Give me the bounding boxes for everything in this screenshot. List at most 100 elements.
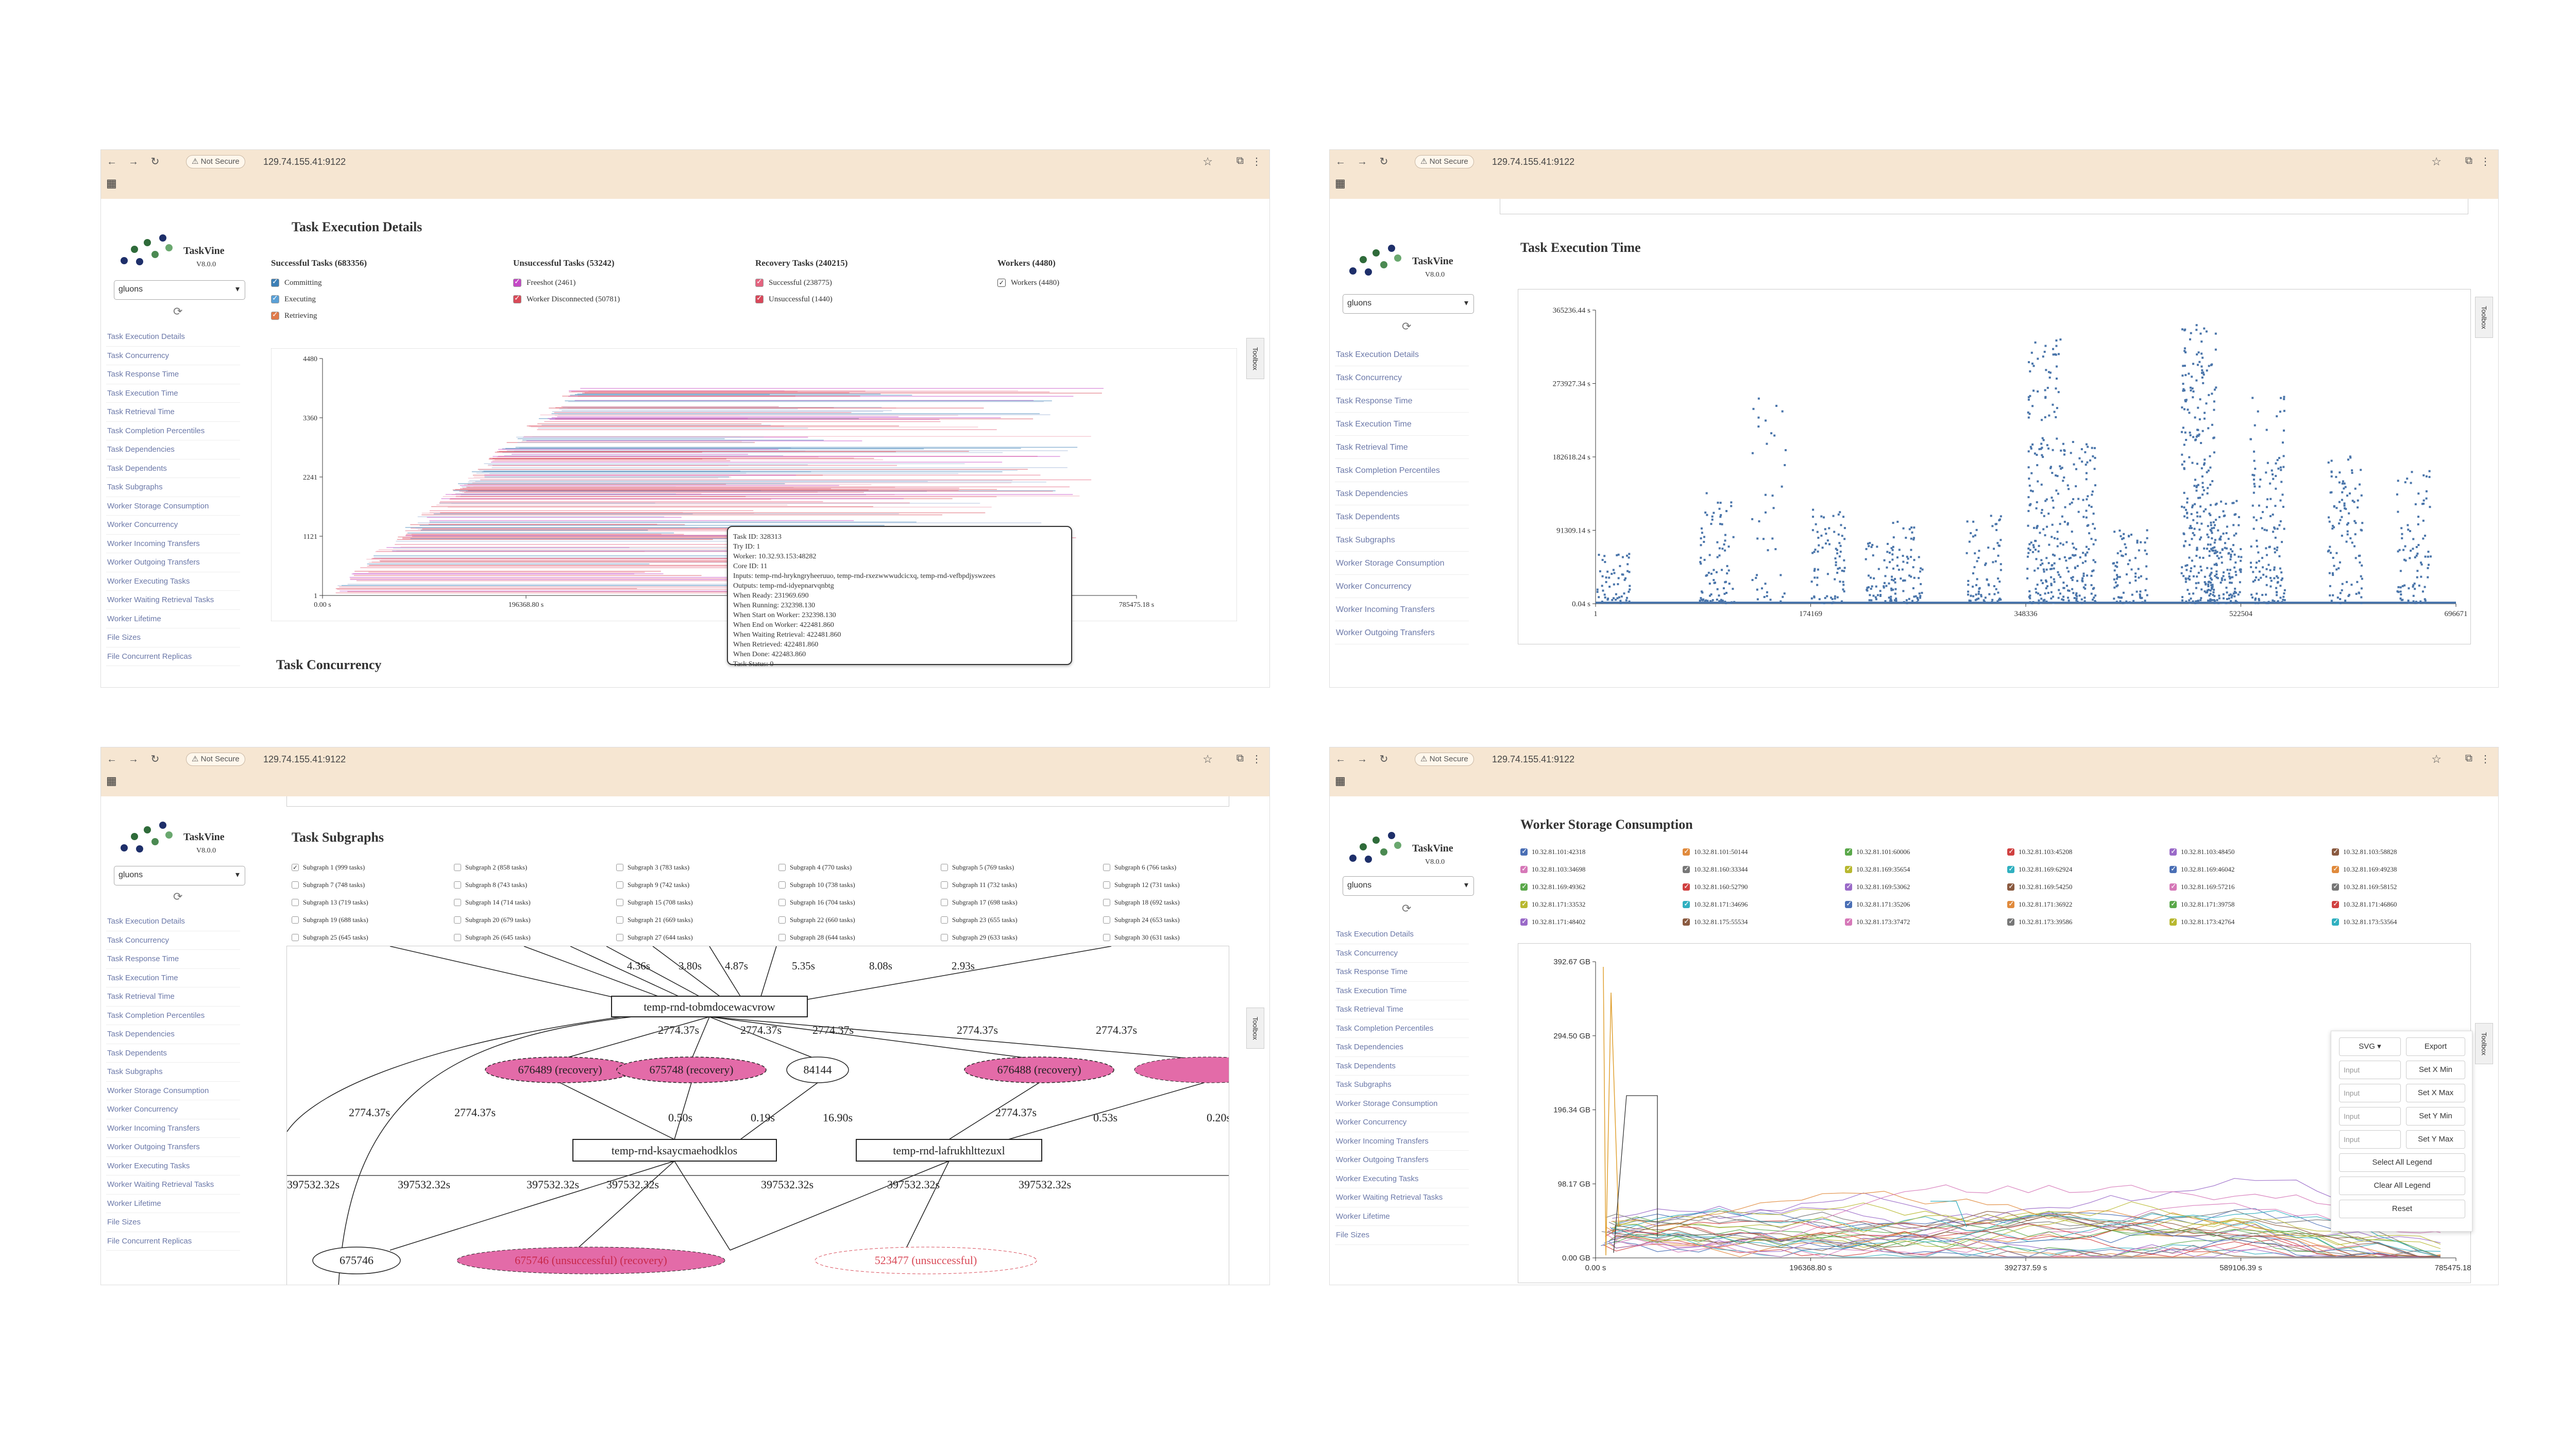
sidebar-item[interactable]: Task Dependencies xyxy=(1335,482,1469,505)
extensions-icon[interactable]: ⧉ xyxy=(2465,753,2472,764)
worker-legend-item[interactable]: 10.32.81.169:49238 xyxy=(2332,865,2397,874)
sidebar-item[interactable]: Worker Waiting Retrieval Tasks xyxy=(1335,1188,1469,1207)
checkbox[interactable] xyxy=(1845,847,1852,856)
apps-grid-icon[interactable]: ▦ xyxy=(106,774,117,787)
checkbox[interactable] xyxy=(2332,865,2339,874)
sidebar-item[interactable]: Task Dependents xyxy=(1335,505,1469,529)
subgraph-option[interactable]: Subgraph 20 (679 tasks) xyxy=(454,916,531,924)
checkbox[interactable] xyxy=(941,864,948,871)
subgraph-option[interactable]: ✓ Subgraph 1 (999 tasks) xyxy=(292,863,365,872)
checkbox[interactable] xyxy=(2332,900,2339,909)
bookmark-star-icon[interactable]: ☆ xyxy=(2431,753,2442,765)
worker-legend-item[interactable]: 10.32.81.171:48402 xyxy=(1520,917,1585,926)
sidebar-item[interactable]: Task Concurrency xyxy=(106,931,240,950)
sidebar-item[interactable]: Worker Lifetime xyxy=(106,610,240,628)
checkbox[interactable] xyxy=(755,294,764,303)
checkbox[interactable] xyxy=(1520,847,1528,856)
checkbox[interactable] xyxy=(1520,900,1528,909)
sidebar-item[interactable]: Task Concurrency xyxy=(1335,366,1469,389)
subgraph-option[interactable]: Subgraph 29 (633 tasks) xyxy=(941,933,1018,942)
sidebar-item[interactable]: Task Execution Time xyxy=(106,969,240,987)
address-bar[interactable]: 129.74.155.41:9122 xyxy=(1492,754,1575,764)
sidebar-item[interactable]: Worker Incoming Transfers xyxy=(1335,598,1469,621)
worker-legend-item[interactable]: 10.32.81.169:46042 xyxy=(2170,865,2234,874)
sidebar-item[interactable]: Task Dependents xyxy=(106,1044,240,1063)
reload-icon[interactable]: ↻ xyxy=(1379,754,1388,765)
sidebar-item[interactable]: Task Execution Time xyxy=(1335,982,1469,1000)
export-format-select[interactable]: SVG ▾ xyxy=(2339,1037,2401,1056)
worker-legend-item[interactable]: 10.32.81.173:42764 xyxy=(2170,917,2234,926)
toolbox-tab[interactable]: Toolbox xyxy=(2475,1023,2493,1064)
checkbox[interactable] xyxy=(454,881,461,889)
sidebar-item[interactable]: Task Completion Percentiles xyxy=(106,1007,240,1025)
legend-item[interactable]: Unsuccessful (1440) xyxy=(755,291,848,308)
checkbox[interactable] xyxy=(1103,934,1110,941)
subgraph-option[interactable]: Subgraph 21 (669 tasks) xyxy=(616,916,693,924)
subgraph-option[interactable]: Subgraph 18 (692 tasks) xyxy=(1103,898,1180,907)
checkbox[interactable] xyxy=(2170,865,2177,874)
sidebar-item[interactable]: Worker Executing Tasks xyxy=(106,1157,240,1175)
legend-item[interactable]: Successful (238775) xyxy=(755,275,848,291)
sidebar-item[interactable]: Task Execution Details xyxy=(1335,343,1469,366)
y-max-input[interactable]: Input xyxy=(2339,1130,2401,1149)
subgraph-option[interactable]: Subgraph 17 (698 tasks) xyxy=(941,898,1018,907)
clear-all-legend-button[interactable]: Clear All Legend xyxy=(2339,1177,2465,1195)
checkbox[interactable] xyxy=(778,934,786,941)
sidebar-item[interactable]: Task Subgraphs xyxy=(106,478,240,497)
checkbox[interactable] xyxy=(1683,917,1690,926)
legend-item[interactable]: Retrieving xyxy=(271,308,367,324)
address-bar[interactable]: 129.74.155.41:9122 xyxy=(263,157,346,167)
forward-arrow-icon[interactable]: → xyxy=(1357,754,1367,765)
sidebar-item[interactable]: Worker Concurrency xyxy=(106,1100,240,1119)
refresh-icon[interactable]: ⟳ xyxy=(173,890,183,903)
apps-grid-icon[interactable]: ▦ xyxy=(106,177,117,190)
subgraph-option[interactable]: Subgraph 8 (743 tasks) xyxy=(454,881,527,889)
worker-legend-item[interactable]: 10.32.81.101:60006 xyxy=(1845,847,1910,856)
checkbox[interactable] xyxy=(941,916,948,924)
worker-legend-item[interactable]: 10.32.81.171:34696 xyxy=(1683,900,1748,909)
checkbox[interactable] xyxy=(778,899,786,906)
sidebar-item[interactable]: File Concurrent Replicas xyxy=(106,1232,240,1251)
sidebar-item[interactable]: Task Subgraphs xyxy=(1335,529,1469,552)
subgraph-option[interactable]: Subgraph 2 (858 tasks) xyxy=(454,863,527,872)
checkbox[interactable] xyxy=(1845,917,1852,926)
worker-legend-item[interactable]: 10.32.81.103:45208 xyxy=(2007,847,2072,856)
checkbox[interactable] xyxy=(513,294,521,303)
subgraph-option[interactable]: Subgraph 15 (708 tasks) xyxy=(616,898,693,907)
checkbox[interactable] xyxy=(292,899,299,906)
sidebar-item[interactable]: Task Dependencies xyxy=(106,1025,240,1044)
worker-legend-item[interactable]: 10.32.81.173:37472 xyxy=(1845,917,1910,926)
sidebar-item[interactable]: Task Execution Details xyxy=(1335,925,1469,944)
checkbox[interactable] xyxy=(616,899,623,906)
checkbox[interactable] xyxy=(2170,917,2177,926)
log-selector[interactable]: gluons xyxy=(114,866,245,885)
subgraph-option[interactable]: Subgraph 6 (766 tasks) xyxy=(1103,863,1176,872)
subgraph-option[interactable]: Subgraph 10 (738 tasks) xyxy=(778,881,855,889)
checkbox[interactable] xyxy=(2007,847,2014,856)
sidebar-item[interactable]: Task Dependents xyxy=(1335,1057,1469,1076)
checkbox[interactable] xyxy=(454,864,461,871)
worker-legend-item[interactable]: 10.32.81.169:57216 xyxy=(2170,882,2234,891)
checkbox[interactable]: ✓ xyxy=(292,864,299,871)
checkbox[interactable] xyxy=(1683,900,1690,909)
subgraph-option[interactable]: Subgraph 22 (660 tasks) xyxy=(778,916,855,924)
toolbox-tab[interactable]: Toolbox xyxy=(2475,297,2493,338)
sidebar-item[interactable]: Worker Storage Consumption xyxy=(1335,552,1469,575)
subgraph-option[interactable]: Subgraph 12 (731 tasks) xyxy=(1103,881,1180,889)
sidebar-item[interactable]: File Sizes xyxy=(106,1213,240,1232)
subgraph-option[interactable]: Subgraph 11 (732 tasks) xyxy=(941,881,1017,889)
sidebar-item[interactable]: Task Response Time xyxy=(106,950,240,969)
sidebar-item[interactable]: Task Concurrency xyxy=(106,347,240,365)
checkbox[interactable] xyxy=(2332,882,2339,891)
checkbox[interactable] xyxy=(454,899,461,906)
refresh-icon[interactable]: ⟳ xyxy=(1402,902,1412,915)
set-y-max-button[interactable]: Set Y Max xyxy=(2406,1130,2465,1149)
worker-legend-item[interactable]: 10.32.81.171:36922 xyxy=(2007,900,2072,909)
subgraph-option[interactable]: Subgraph 3 (783 tasks) xyxy=(616,863,689,872)
sidebar-item[interactable]: Worker Concurrency xyxy=(1335,575,1469,598)
checkbox[interactable] xyxy=(1520,865,1528,874)
sidebar-item[interactable]: Task Response Time xyxy=(1335,963,1469,982)
subgraph-option[interactable]: Subgraph 27 (644 tasks) xyxy=(616,933,693,942)
sidebar-item[interactable]: Task Completion Percentiles xyxy=(1335,459,1469,482)
sidebar-item[interactable]: Task Execution Details xyxy=(106,328,240,347)
